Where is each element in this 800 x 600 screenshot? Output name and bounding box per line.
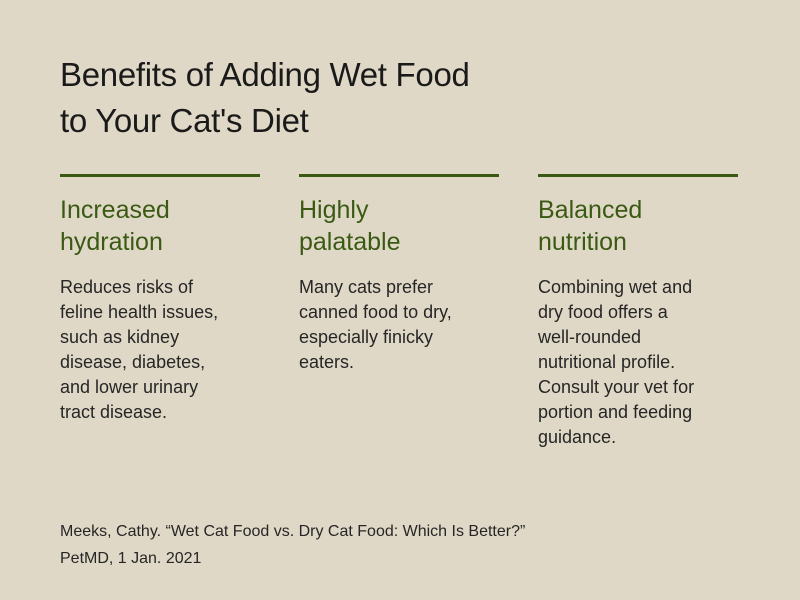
benefit-description-line: nutritional profile. [538,352,676,372]
benefit-description-line: eaters. [299,352,355,372]
benefit-description-line: canned food to dry, [299,302,452,322]
benefit-description-line: tract disease. [60,402,168,422]
benefit-description-line: guidance. [538,427,617,447]
citation-line-1: Meeks, Cathy. “Wet Cat Food vs. Dry Cat … [60,523,526,540]
column-divider [538,174,738,177]
benefit-description-line: dry food offers a [538,302,668,322]
benefit-description-line: feline health issues, [60,302,219,322]
benefit-description-line: Many cats prefer [299,277,434,297]
title-line-2: to Your Cat's Diet [60,102,309,139]
benefit-heading-line: palatable [299,228,401,256]
benefit-heading-line: Balanced [538,196,643,224]
source-citation: Meeks, Cathy. “Wet Cat Food vs. Dry Cat … [60,518,525,572]
title-line-1: Benefits of Adding Wet Food [60,56,470,93]
citation-line-2: PetMD, 1 Jan. 2021 [60,550,202,567]
benefit-description-line: disease, diabetes, [60,352,206,372]
benefit-heading-line: Highly [299,196,369,224]
benefit-description-line: and lower urinary [60,377,199,397]
benefit-description: Many cats prefer canned food to dry, esp… [299,275,504,375]
benefit-description-line: well-rounded [538,327,642,347]
benefit-heading: Highly palatable [299,194,499,258]
benefit-description: Combining wet and dry food offers a well… [538,275,743,450]
benefit-description-line: such as kidney [60,327,180,347]
column-divider [60,174,260,177]
column-divider [299,174,499,177]
benefit-description-line: Consult your vet for [538,377,695,397]
benefit-description-line: Reduces risks of [60,277,194,297]
benefit-column-nutrition: Balanced nutrition Combining wet and dry… [538,174,738,450]
benefit-column-hydration: Increased hydration Reduces risks of fel… [60,174,260,425]
benefit-column-palatable: Highly palatable Many cats prefer canned… [299,174,499,375]
benefit-heading: Increased hydration [60,194,260,258]
benefit-heading: Balanced nutrition [538,194,738,258]
benefit-description: Reduces risks of feline health issues, s… [60,275,265,425]
benefit-description-line: portion and feeding [538,402,693,422]
benefit-description-line: Combining wet and [538,277,693,297]
benefit-heading-line: nutrition [538,228,627,256]
benefit-heading-line: Increased [60,196,170,224]
benefit-heading-line: hydration [60,228,163,256]
benefit-description-line: especially finicky [299,327,434,347]
page-title: Benefits of Adding Wet Food to Your Cat'… [60,52,700,144]
